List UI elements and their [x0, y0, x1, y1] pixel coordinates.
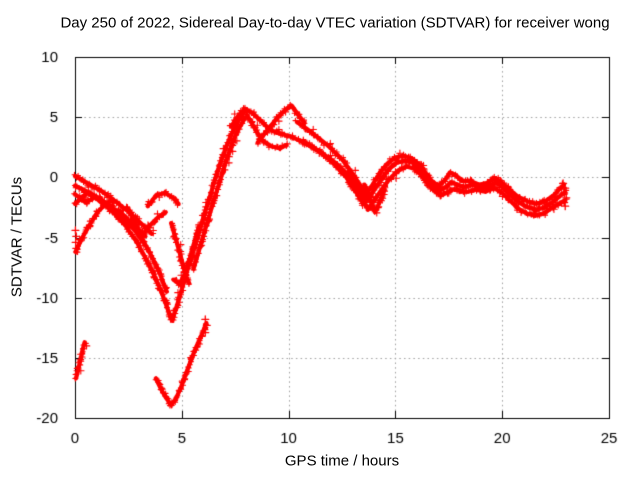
chart-title: Day 250 of 2022, Sidereal Day-to-day VTE…	[60, 14, 610, 32]
x-axis-label: GPS time / hours	[284, 452, 400, 470]
y-axis-label: SDTVAR / TECUs	[8, 176, 26, 298]
